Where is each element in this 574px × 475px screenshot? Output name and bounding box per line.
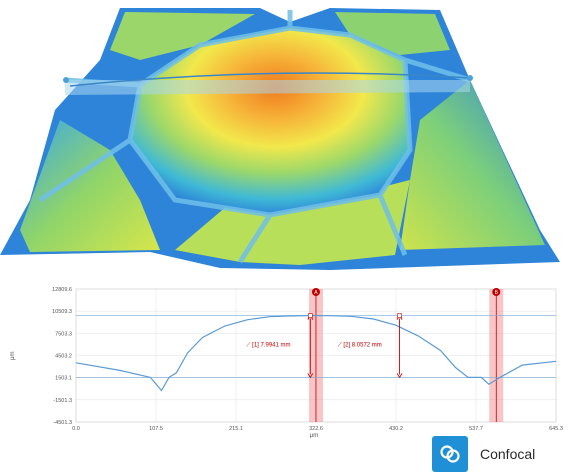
y-tick-label: 12809.6 [52, 287, 72, 293]
series-profile-line [75, 315, 557, 392]
brand-badge: Confocal [432, 433, 535, 475]
measurements: ⟋ [1] 7.9941 mm ⟋ [2] 8.0572 mm [246, 313, 403, 379]
y-tick-label: -4501.3 [53, 420, 72, 426]
measure-label: ⟋ [1] 7.9941 mm [246, 342, 290, 349]
y-tick-label: 10509.3 [52, 309, 72, 315]
x-tick-label: 0.0 [72, 426, 80, 432]
measure-handle [308, 313, 313, 318]
y-tick-label: 7503.3 [55, 331, 72, 337]
measure-arrow-bottom [307, 373, 314, 379]
y-axis-label: μm [10, 352, 16, 360]
surface-cell-top-left [110, 12, 255, 60]
measure-arrow-bottom [396, 373, 403, 379]
x-tick-labels: 0.0 107.5 215.1 322.6 430.2 537.7 645.3 [72, 426, 563, 432]
confocal-logo-icon [432, 436, 468, 472]
surface-3d-view [0, 8, 560, 270]
y-tick-labels: 12809.6 10509.3 7503.3 4503.2 1503.1 -1501.3 -… [52, 287, 72, 426]
x-tick-label: 322.6 [309, 426, 323, 432]
cursor-handle [492, 288, 501, 296]
y-tick-label: 1503.1 [55, 376, 72, 382]
cursor-label: B [495, 290, 499, 296]
x-axis-label: μm [310, 433, 318, 438]
cursor-handle [311, 288, 320, 296]
x-tick-label: 107.5 [149, 426, 163, 432]
x-tick-label: 430.2 [389, 426, 403, 432]
measure-handle [397, 313, 402, 318]
section-endpoint-right[interactable] [467, 75, 473, 81]
brand-label: Confocal [480, 446, 536, 462]
section-curve [69, 72, 471, 87]
profile-chart: 12809.6 10509.3 7503.3 4503.2 1503.1 -1501.3 -… [10, 287, 563, 438]
surface-grooves [38, 10, 471, 264]
section-plane [65, 80, 470, 95]
cursor-label: A [314, 290, 318, 296]
x-tick-label: 537.7 [469, 426, 483, 432]
y-tick-label: -1501.3 [53, 398, 72, 404]
surface-cell-center [130, 28, 410, 215]
surface-cell-left [20, 120, 160, 252]
y-tick-label: 4503.2 [55, 354, 72, 360]
surface-cell-right [400, 80, 545, 250]
x-tick-label: 215.1 [229, 426, 243, 432]
x-tick-label: 645.3 [549, 426, 563, 432]
measure-label: ⟋ [2] 8.0572 mm [338, 342, 382, 349]
section-endpoint-left[interactable] [63, 77, 69, 83]
surface-cell-top-right [335, 12, 450, 55]
